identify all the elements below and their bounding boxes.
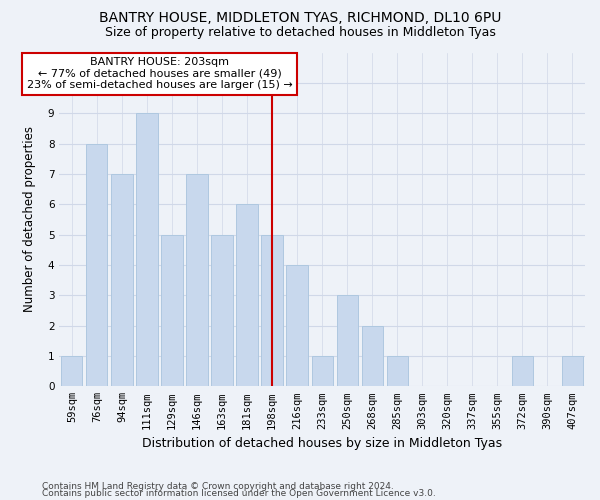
- Bar: [161, 234, 182, 386]
- Text: Contains HM Land Registry data © Crown copyright and database right 2024.: Contains HM Land Registry data © Crown c…: [42, 482, 394, 491]
- Bar: [512, 356, 533, 386]
- Y-axis label: Number of detached properties: Number of detached properties: [23, 126, 36, 312]
- Bar: [562, 356, 583, 386]
- Text: Contains public sector information licensed under the Open Government Licence v3: Contains public sector information licen…: [42, 490, 436, 498]
- Text: BANTRY HOUSE, MIDDLETON TYAS, RICHMOND, DL10 6PU: BANTRY HOUSE, MIDDLETON TYAS, RICHMOND, …: [99, 12, 501, 26]
- Bar: [286, 265, 308, 386]
- Bar: [136, 113, 158, 386]
- Text: BANTRY HOUSE: 203sqm
← 77% of detached houses are smaller (49)
23% of semi-detac: BANTRY HOUSE: 203sqm ← 77% of detached h…: [26, 57, 292, 90]
- Text: Size of property relative to detached houses in Middleton Tyas: Size of property relative to detached ho…: [104, 26, 496, 39]
- Bar: [262, 234, 283, 386]
- X-axis label: Distribution of detached houses by size in Middleton Tyas: Distribution of detached houses by size …: [142, 437, 502, 450]
- Bar: [211, 234, 233, 386]
- Bar: [86, 144, 107, 386]
- Bar: [111, 174, 133, 386]
- Bar: [311, 356, 333, 386]
- Bar: [236, 204, 257, 386]
- Bar: [61, 356, 82, 386]
- Bar: [386, 356, 408, 386]
- Bar: [337, 296, 358, 386]
- Bar: [362, 326, 383, 386]
- Bar: [187, 174, 208, 386]
